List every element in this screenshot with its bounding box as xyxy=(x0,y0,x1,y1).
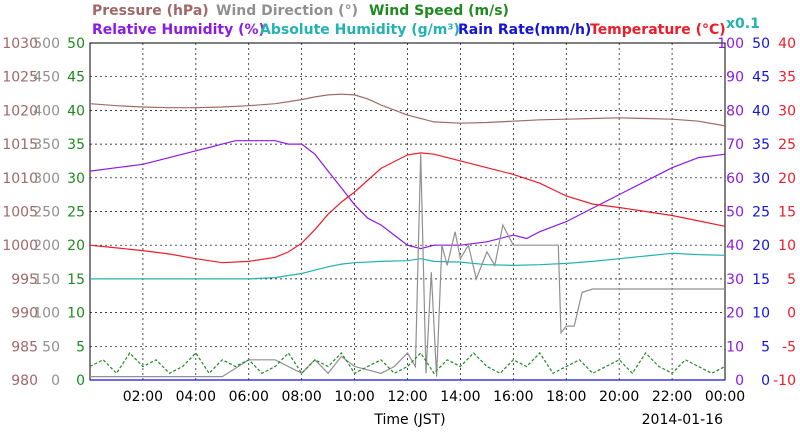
y-tick-pressure: 1000 xyxy=(2,238,38,254)
y-tick-pressure: 1010 xyxy=(2,171,38,187)
y-tick-rain-rate: 15 xyxy=(752,272,770,288)
x-tick-label: 18:00 xyxy=(546,389,586,405)
series-absolute-humidity-g-m xyxy=(90,252,726,280)
x-tick-label: 00:00 xyxy=(705,389,745,405)
y-tick-wind-speed: 20 xyxy=(67,238,85,254)
legend-wind-speed: Wind Speed (m/s) xyxy=(369,3,509,19)
y-tick-rain-rate: 0 xyxy=(761,373,770,389)
y-tick-temperature: -5 xyxy=(782,339,796,355)
legend-x01: x0.1 xyxy=(726,16,760,32)
y-tick-relative-humidity: 70 xyxy=(726,137,744,153)
y-tick-wind-speed: 0 xyxy=(76,373,85,389)
y-tick-wind-direction: 300 xyxy=(33,171,60,187)
y-tick-rain-rate: 20 xyxy=(752,238,770,254)
y-tick-wind-speed: 45 xyxy=(67,70,85,86)
legend-absolute-humidity: Absolute Humidity (g/m³) xyxy=(260,22,460,38)
y-tick-wind-direction: 350 xyxy=(33,137,60,153)
series-temperature-c xyxy=(89,152,726,264)
y-tick-pressure: 980 xyxy=(11,373,38,389)
y-tick-relative-humidity: 80 xyxy=(726,103,744,119)
series-wind-direction xyxy=(90,154,725,378)
x-tick-label: 14:00 xyxy=(440,389,480,405)
y-tick-relative-humidity: 100 xyxy=(717,36,744,52)
y-tick-wind-direction: 400 xyxy=(33,103,60,119)
x-tick-label: 16:00 xyxy=(493,389,533,405)
y-tick-pressure: 995 xyxy=(11,272,38,288)
series-group xyxy=(89,93,726,381)
x-tick-label: 20:00 xyxy=(599,389,639,405)
y-tick-relative-humidity: 60 xyxy=(726,171,744,187)
y-tick-temperature: 35 xyxy=(778,70,796,86)
legend-pressure: Pressure (hPa) xyxy=(92,3,209,19)
x-tick-label: 10:00 xyxy=(334,389,374,405)
y-tick-relative-humidity: 90 xyxy=(726,70,744,86)
y-tick-relative-humidity: 20 xyxy=(726,306,744,322)
y-tick-relative-humidity: 10 xyxy=(726,339,744,355)
y-tick-wind-direction: 50 xyxy=(42,339,60,355)
y-tick-temperature: 5 xyxy=(787,272,796,288)
legend-wind-direction: Wind Direction (°) xyxy=(216,3,358,19)
x-tick-label: 22:00 xyxy=(652,389,692,405)
y-tick-pressure: 1030 xyxy=(2,36,38,52)
y-tick-relative-humidity: 0 xyxy=(735,373,744,389)
grid-lines xyxy=(90,43,725,380)
y-tick-rain-rate: 40 xyxy=(752,103,770,119)
x-tick-label: 06:00 xyxy=(229,389,269,405)
series-relative-humidity xyxy=(89,140,726,250)
y-tick-temperature: 25 xyxy=(778,137,796,153)
y-tick-temperature: 40 xyxy=(778,36,796,52)
x-tick-label: 04:00 xyxy=(176,389,216,405)
y-tick-rain-rate: 50 xyxy=(752,36,770,52)
y-tick-rain-rate: 45 xyxy=(752,70,770,86)
legend-relative-humidity: Relative Humidity (%) xyxy=(92,22,265,38)
y-tick-pressure: 1015 xyxy=(2,137,38,153)
y-tick-pressure: 1025 xyxy=(2,70,38,86)
y-tick-pressure: 1005 xyxy=(2,205,38,221)
y-tick-wind-speed: 35 xyxy=(67,137,85,153)
y-tick-wind-speed: 40 xyxy=(67,103,85,119)
x-tick-label: 08:00 xyxy=(281,389,321,405)
date-label: 2014-01-16 xyxy=(642,412,723,428)
y-tick-wind-direction: 0 xyxy=(51,373,60,389)
y-tick-wind-speed: 5 xyxy=(76,339,85,355)
legend-rain-rate: Rain Rate(mm/h) xyxy=(458,22,591,38)
y-tick-temperature: 20 xyxy=(778,171,796,187)
y-tick-temperature: 10 xyxy=(778,238,796,254)
y-tick-relative-humidity: 40 xyxy=(726,238,744,254)
y-tick-wind-speed: 50 xyxy=(67,36,85,52)
y-tick-rain-rate: 10 xyxy=(752,306,770,322)
y-tick-temperature: 15 xyxy=(778,205,796,221)
y-tick-wind-direction: 200 xyxy=(33,238,60,254)
y-tick-wind-speed: 30 xyxy=(67,171,85,187)
y-tick-wind-direction: 500 xyxy=(33,36,60,52)
y-tick-rain-rate: 30 xyxy=(752,171,770,187)
y-tick-wind-speed: 10 xyxy=(67,306,85,322)
y-tick-rain-rate: 25 xyxy=(752,205,770,221)
y-tick-pressure: 990 xyxy=(11,306,38,322)
y-tick-relative-humidity: 50 xyxy=(726,205,744,221)
y-tick-pressure: 1020 xyxy=(2,103,38,119)
y-tick-wind-speed: 25 xyxy=(67,205,85,221)
y-tick-temperature: 30 xyxy=(778,103,796,119)
y-tick-wind-direction: 250 xyxy=(33,205,60,221)
x-tick-label: 12:00 xyxy=(387,389,427,405)
y-axes: 1030102510201015101010051000995990985980… xyxy=(2,36,796,389)
y-tick-wind-speed: 15 xyxy=(67,272,85,288)
y-tick-temperature: 0 xyxy=(787,306,796,322)
y-tick-temperature: -10 xyxy=(773,373,796,389)
y-tick-wind-direction: 150 xyxy=(33,272,60,288)
x-tick-label: 02:00 xyxy=(123,389,163,405)
legend-temperature: Temperature (°C) xyxy=(590,22,726,38)
series-pressure-hpa xyxy=(89,93,726,127)
x-axis: 02:00 04:00 06:00 08:00 10:00 12:00 14:00 16:00… xyxy=(123,389,745,405)
y-tick-rain-rate: 35 xyxy=(752,137,770,153)
y-tick-relative-humidity: 30 xyxy=(726,272,744,288)
y-tick-wind-direction: 450 xyxy=(33,70,60,86)
x-axis-label: Time (JST) xyxy=(373,412,445,428)
y-tick-wind-direction: 100 xyxy=(33,306,60,322)
y-tick-pressure: 985 xyxy=(11,339,38,355)
y-tick-rain-rate: 5 xyxy=(761,339,770,355)
